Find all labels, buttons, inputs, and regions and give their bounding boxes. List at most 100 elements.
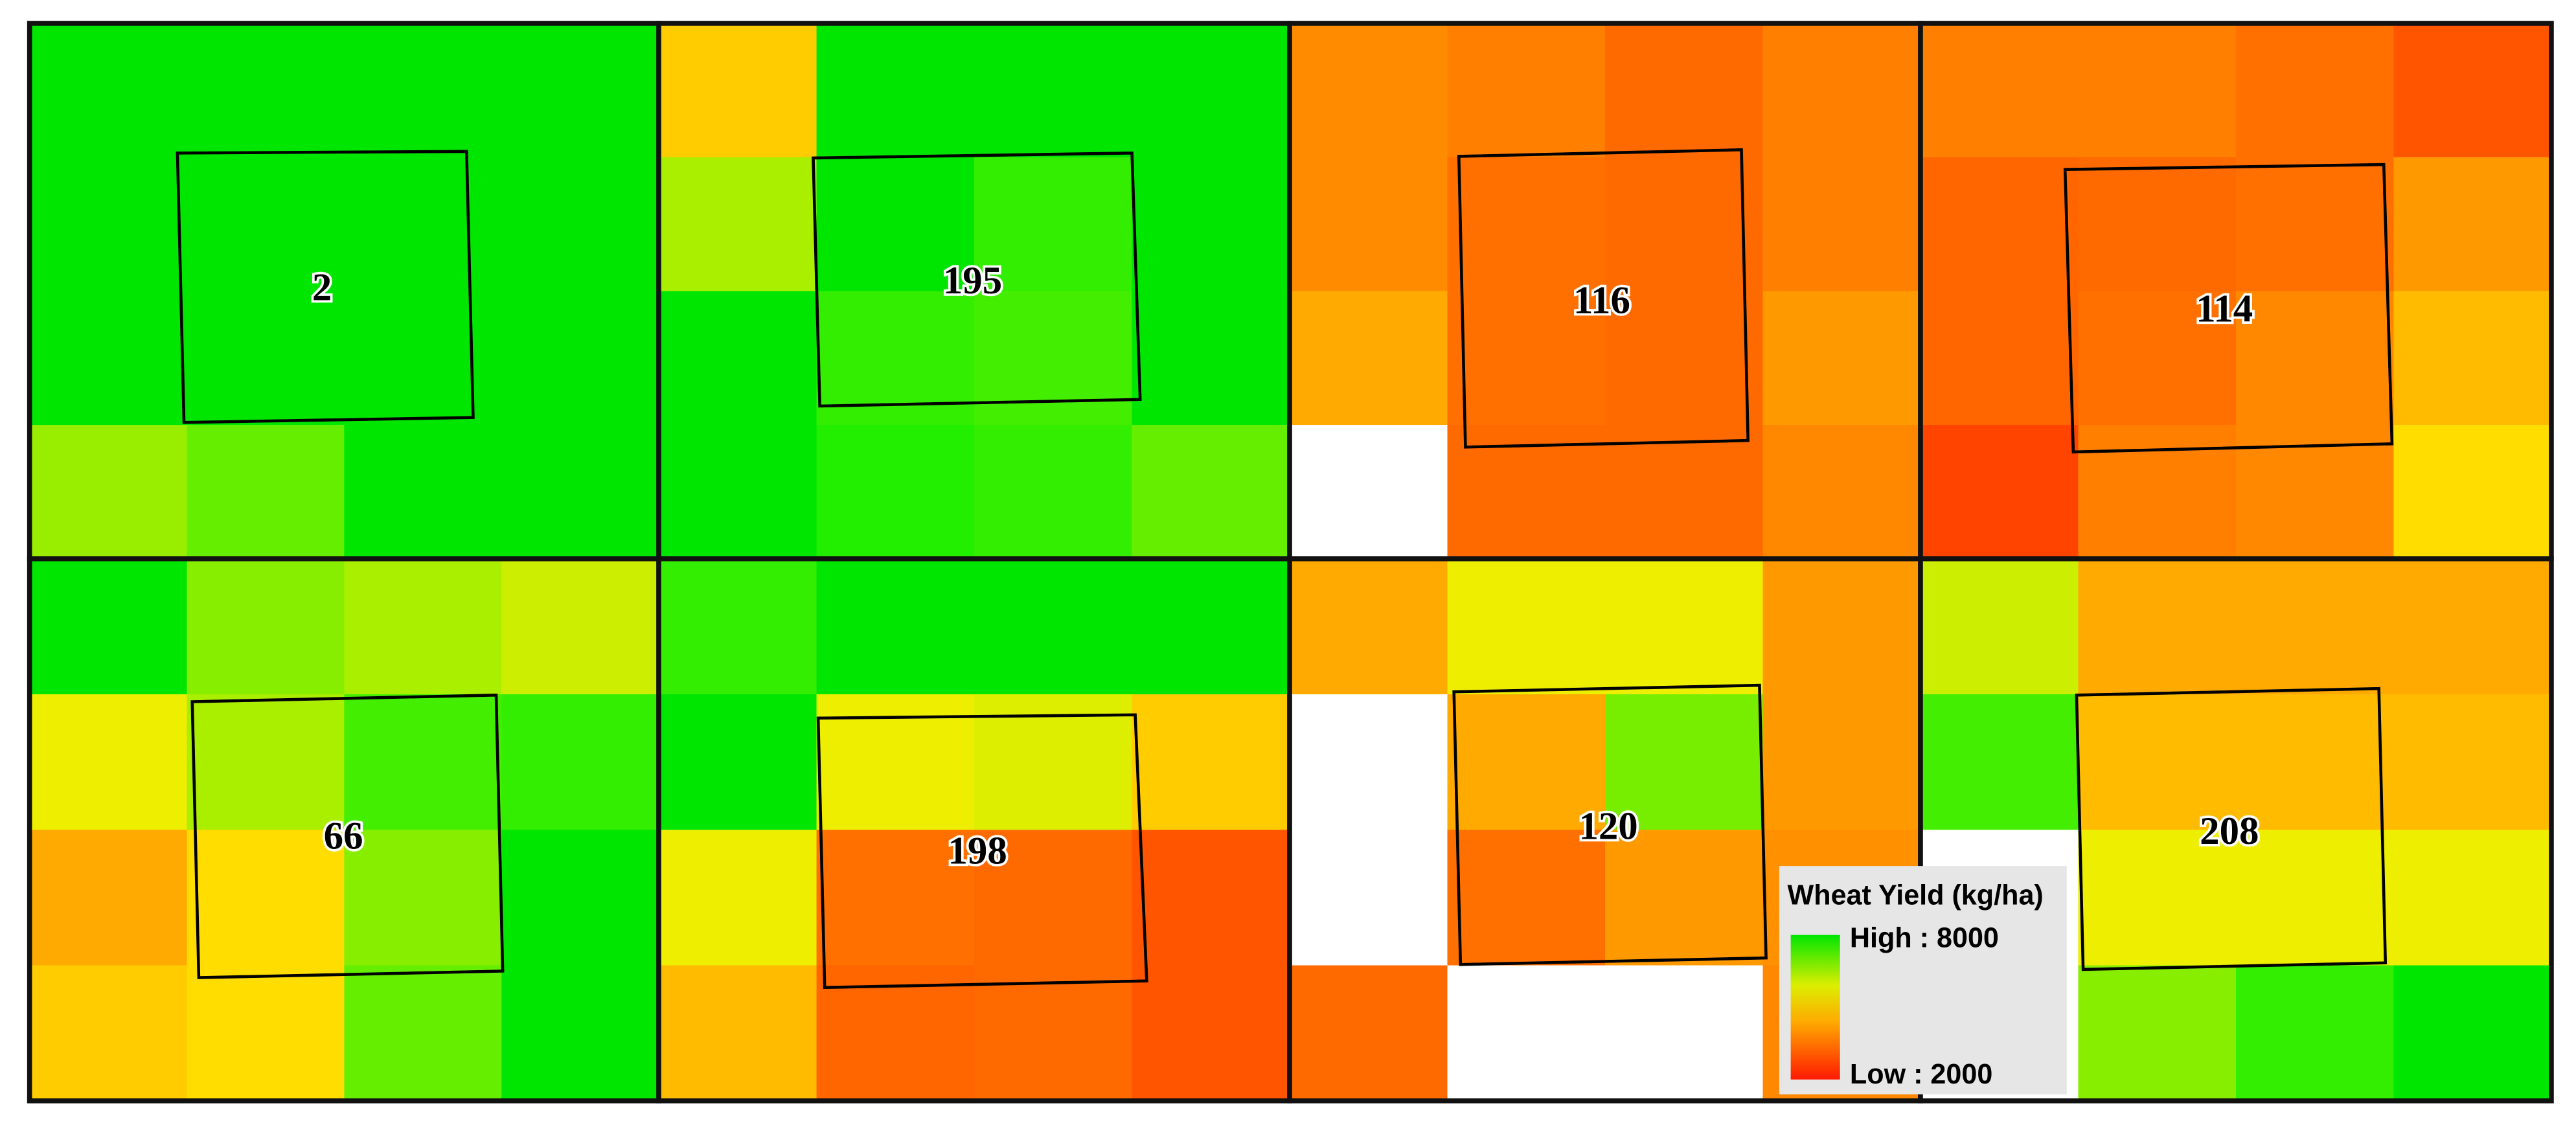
yield-cell xyxy=(1605,694,1764,831)
field-boundary xyxy=(1457,148,1750,449)
legend: Wheat Yield (kg/ha) High : 8000 Low : 20… xyxy=(1779,866,2067,1094)
yield-cell xyxy=(501,425,660,560)
yield-cell xyxy=(344,558,503,696)
yield-cell xyxy=(187,830,345,966)
panel: 208 xyxy=(1918,556,2554,1104)
yield-cell xyxy=(2078,425,2237,560)
yield-cell xyxy=(659,694,817,831)
panels: 2 195 116 114 66 198 120 208 xyxy=(27,21,2554,1104)
field-id: 114 xyxy=(2196,287,2253,330)
yield-cell xyxy=(187,425,345,560)
yield-cell xyxy=(501,291,660,426)
yield-cell xyxy=(501,965,660,1102)
yield-cell xyxy=(344,694,503,831)
yield-cell xyxy=(974,23,1133,158)
field-id: 116 xyxy=(1573,279,1630,323)
yield-cell xyxy=(1290,291,1448,426)
yield-cell xyxy=(1605,291,1764,426)
yield-cell xyxy=(1290,965,1448,1102)
yield-cell xyxy=(974,157,1133,292)
yield-cell xyxy=(1605,425,1764,560)
yield-cell xyxy=(974,830,1133,966)
yield-cell xyxy=(816,830,975,966)
yield-cell xyxy=(344,965,503,1102)
yield-cell xyxy=(1920,558,2079,696)
field-id: 195 xyxy=(943,259,1002,302)
yield-cell xyxy=(1920,23,2079,158)
yield-cell xyxy=(1605,830,1764,966)
yield-cell xyxy=(1290,425,1448,560)
yield-cell xyxy=(816,157,975,292)
field-id: 2 xyxy=(312,266,332,309)
legend-ramp xyxy=(1790,935,1840,1080)
yield-cell xyxy=(501,23,660,158)
yield-cell xyxy=(1447,23,1606,158)
field-boundary xyxy=(812,152,1142,408)
yield-cell xyxy=(501,558,660,696)
yield-cell xyxy=(2235,830,2395,966)
yield-cell xyxy=(1605,23,1764,158)
yield-cell xyxy=(501,830,660,966)
yield-cell xyxy=(187,694,345,831)
yield-cell xyxy=(659,558,817,696)
field-boundary xyxy=(816,713,1148,990)
yield-cell xyxy=(816,558,975,696)
yield-cell xyxy=(1132,291,1291,426)
yield-cell xyxy=(1762,558,1922,696)
yield-cell xyxy=(659,425,817,560)
field-boundary xyxy=(176,150,475,424)
yield-cell xyxy=(1132,558,1291,696)
yield-cell xyxy=(29,558,188,696)
yield-cell xyxy=(501,694,660,831)
yield-cell xyxy=(1447,157,1606,292)
yield-cell xyxy=(2078,965,2237,1102)
yield-cell xyxy=(2393,425,2553,560)
field-id: 120 xyxy=(1579,804,1637,848)
panel-border xyxy=(1918,556,2554,1104)
yield-cell xyxy=(1605,965,1764,1102)
yield-cell xyxy=(2393,23,2553,158)
yield-cell xyxy=(1132,965,1291,1102)
field-id: 208 xyxy=(2200,810,2259,853)
panel: 116 xyxy=(1287,21,1923,561)
yield-cell xyxy=(29,965,188,1102)
panel: 198 xyxy=(656,556,1292,1104)
yield-cell xyxy=(1132,694,1291,831)
yield-cell xyxy=(1920,425,2079,560)
yield-cell xyxy=(1762,23,1922,158)
yield-cell xyxy=(1447,291,1606,426)
yield-cell xyxy=(29,694,188,831)
field-id: 198 xyxy=(948,829,1007,872)
yield-cell xyxy=(1290,830,1448,966)
panel: 66 xyxy=(27,556,661,1104)
yield-cell xyxy=(816,23,975,158)
yield-cell xyxy=(2393,965,2553,1102)
yield-cell xyxy=(29,23,188,158)
yield-cell xyxy=(2235,23,2395,158)
yield-cell xyxy=(974,425,1133,560)
yield-cell xyxy=(1447,558,1606,696)
yield-cell xyxy=(1762,157,1922,292)
yield-cell xyxy=(2078,694,2237,831)
yield-cell xyxy=(187,558,345,696)
yield-cell xyxy=(2393,830,2553,966)
yield-cell xyxy=(2235,694,2395,831)
yield-cell xyxy=(1132,157,1291,292)
yield-cell xyxy=(29,830,188,966)
legend-title: Wheat Yield (kg/ha) xyxy=(1788,880,2044,911)
field-id: 66 xyxy=(324,815,363,858)
field-boundary xyxy=(1452,683,1768,966)
yield-cell xyxy=(344,291,503,426)
legend-low: Low : 2000 xyxy=(1850,1059,1992,1090)
yield-cell xyxy=(1762,291,1922,426)
yield-cell xyxy=(501,157,660,292)
yield-cell xyxy=(1447,830,1606,966)
yield-cell xyxy=(659,157,817,292)
yield-cell xyxy=(2078,558,2237,696)
yield-cell xyxy=(29,425,188,560)
yield-cell xyxy=(29,291,188,426)
yield-cell xyxy=(659,965,817,1102)
panel: 2 xyxy=(27,21,661,561)
yield-cell xyxy=(1920,291,2079,426)
yield-cell xyxy=(1290,23,1448,158)
